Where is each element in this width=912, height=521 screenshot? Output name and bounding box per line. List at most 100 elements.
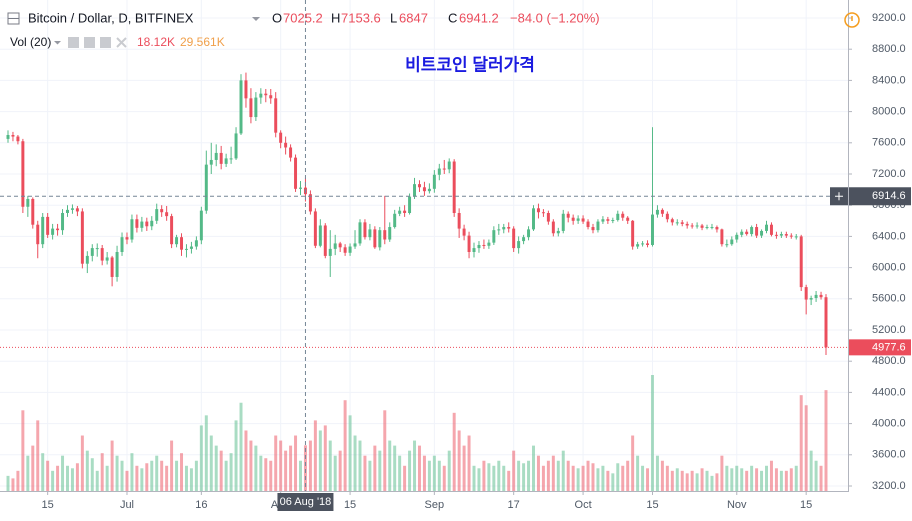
candle-body (646, 243, 650, 245)
y-tick-label: 4800.0 (872, 355, 906, 367)
candle-body (680, 222, 684, 224)
volume-bar (51, 470, 55, 491)
volume-bar (591, 463, 595, 491)
volume-bar (422, 455, 426, 491)
candle-body (735, 234, 739, 240)
volume-bar (165, 465, 169, 491)
volume-bar (611, 473, 615, 491)
x-tick-label: Jul (120, 499, 134, 511)
settings-icon[interactable] (84, 37, 95, 48)
volume-bar (824, 390, 828, 491)
candle-body (363, 222, 367, 238)
candle-body (437, 168, 441, 175)
volume-bar (75, 463, 79, 491)
candle-body (70, 208, 74, 210)
volume-menu[interactable] (54, 41, 61, 45)
volume-bar (641, 465, 645, 491)
volume-bar (184, 465, 188, 491)
volume-bar (338, 450, 342, 491)
candle-body (259, 93, 263, 98)
candle-body (591, 227, 595, 231)
candle-body (472, 248, 476, 252)
ohlc-close: 6941.2 (459, 10, 499, 25)
volume-bar (41, 453, 45, 491)
volume-bar (398, 455, 402, 491)
source-icon[interactable] (100, 37, 111, 48)
candle-body (269, 95, 273, 99)
volume-bar (403, 465, 407, 491)
candle-body (165, 212, 169, 217)
volume-bar (160, 460, 164, 491)
candle-body (135, 219, 139, 228)
candle-body (140, 221, 144, 228)
volume-bar (393, 445, 397, 491)
volume-bar (690, 470, 694, 491)
candle-body (323, 225, 327, 256)
candle-body (427, 188, 431, 192)
annotation: 비트코인 달러가격 (405, 54, 535, 74)
candle-body (219, 152, 223, 164)
candle-body (373, 229, 377, 248)
x-tick-label: Nov (727, 499, 747, 511)
candle-body (184, 248, 188, 250)
volume-bar (388, 440, 392, 491)
remove-icon[interactable] (116, 37, 127, 48)
candle-body (31, 198, 35, 225)
alert-icon[interactable] (844, 12, 860, 28)
volume-bar (180, 453, 184, 491)
volume-bar (750, 465, 754, 491)
candle-body (308, 194, 312, 212)
volume-bar (140, 468, 144, 491)
candle-body (769, 224, 773, 235)
y-tick-label: 3600.0 (872, 449, 906, 461)
ohlc-open: 7025.2 (283, 10, 323, 25)
volume-bar (576, 468, 580, 491)
hide-icon[interactable] (68, 37, 79, 48)
candle-body (224, 158, 228, 164)
candle-body (274, 98, 278, 133)
candle-body (66, 209, 69, 213)
candle-body (56, 228, 60, 231)
candle-body (715, 227, 719, 230)
candle-body (239, 80, 243, 134)
volume-bar (735, 465, 739, 491)
candle-body (95, 248, 99, 250)
candle-body (85, 255, 89, 264)
volume-bar (85, 450, 89, 491)
volume-bar (621, 465, 625, 491)
volume-bar (745, 470, 749, 491)
candle-body (765, 224, 768, 231)
candle-body (338, 243, 342, 248)
volume-bar (135, 465, 139, 491)
symbol-menu[interactable] (252, 17, 260, 21)
candle-body (467, 235, 471, 252)
candle-body (740, 231, 744, 235)
volume-bar (760, 470, 764, 491)
volume-bar (234, 420, 238, 491)
candle-body (299, 187, 302, 189)
candle-body (755, 227, 759, 236)
volume-bar (784, 470, 788, 491)
volume-bar (532, 445, 535, 491)
volume-bar (809, 450, 813, 491)
volume-bar (730, 468, 734, 491)
candle-body (462, 228, 466, 236)
candle-body (100, 248, 104, 261)
volume-bar (527, 460, 531, 491)
candle-body (507, 227, 511, 229)
candles (6, 72, 828, 355)
volume-bar (333, 455, 337, 491)
volume-bar (467, 435, 471, 491)
candle-body (120, 237, 124, 252)
candle-body (532, 208, 535, 230)
candle-body (705, 227, 709, 229)
candle-body (541, 212, 545, 214)
volume-bar (328, 440, 332, 491)
candle-body (180, 237, 184, 250)
candle-body (695, 225, 699, 227)
y-tick-label: 6400.0 (872, 230, 906, 242)
candle-body (457, 213, 461, 229)
candle-body (774, 234, 778, 236)
volume-bar (660, 460, 664, 491)
